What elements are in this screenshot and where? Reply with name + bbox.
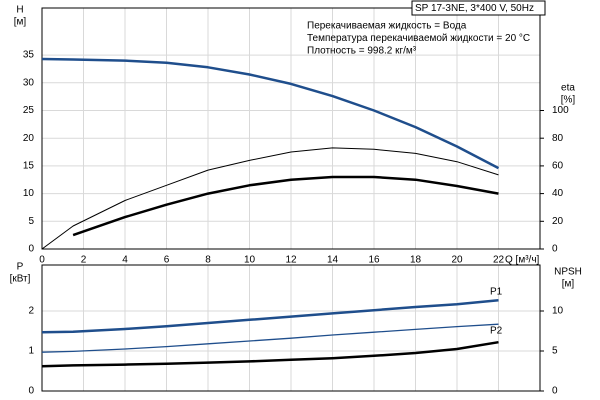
- x-tick-label: 6: [164, 255, 170, 266]
- y2-tick-label: 60: [552, 161, 564, 172]
- curve: [41, 147, 499, 250]
- y2-tick-label: 40: [552, 188, 564, 199]
- x-axis-label: Q [м³/ч]: [505, 255, 540, 266]
- annotation: P2: [490, 326, 503, 337]
- x-tick-label: 14: [327, 255, 339, 266]
- y2-axis-label: NPSH: [554, 267, 582, 278]
- y2-axis-label: eta: [561, 83, 575, 94]
- curve: [41, 57, 500, 170]
- annotation: P1: [490, 287, 503, 298]
- curve: [41, 298, 499, 334]
- y2-axis-label: [%]: [561, 95, 576, 106]
- title-box: [411, 0, 546, 16]
- plot-frame: [41, 7, 541, 250]
- x-tick-label: 22: [493, 255, 505, 266]
- y2-tick-label: 100: [552, 105, 569, 116]
- x-tick-label: 0: [39, 255, 45, 266]
- x-tick-label: 4: [122, 255, 128, 266]
- y2-tick-label: 20: [552, 216, 564, 227]
- x-tick-label: 18: [410, 255, 422, 266]
- x-tick-label: 2: [81, 255, 87, 266]
- note: Плотность = 998.2 кг/м³: [307, 46, 417, 57]
- y-tick-label: 10: [23, 188, 35, 199]
- x-tick-label: 20: [451, 255, 463, 266]
- x-tick-label: 8: [205, 255, 211, 266]
- x-tick-label: 12: [285, 255, 297, 266]
- y2-axis-label: [м]: [562, 279, 575, 290]
- curve: [41, 340, 499, 368]
- y-axis-label: P: [17, 262, 24, 273]
- y2-tick-label: 10: [552, 306, 564, 317]
- y2-tick-label: 5: [552, 346, 558, 357]
- plot-frame: [41, 264, 541, 392]
- note: Перекачиваемая жидкость = Вода: [307, 21, 467, 32]
- y-tick-label: 15: [23, 161, 35, 172]
- x-tick-label: 16: [368, 255, 380, 266]
- y-tick-label: 0: [28, 244, 34, 255]
- curve: [41, 323, 499, 353]
- y-tick-label: 1: [28, 346, 34, 357]
- y-tick-label: 35: [23, 50, 35, 61]
- y2-tick-label: 0: [552, 386, 558, 397]
- y-axis-label: [м]: [14, 17, 27, 28]
- y-tick-label: 5: [28, 216, 34, 227]
- y2-tick-label: 0: [552, 244, 558, 255]
- curve: [72, 175, 499, 237]
- y-tick-label: 0: [28, 386, 34, 397]
- y-tick-label: 20: [23, 133, 35, 144]
- y-tick-label: 30: [23, 77, 35, 88]
- note: Температура перекачиваемой жидкости = 20…: [307, 33, 530, 44]
- y-axis-label: [кВт]: [10, 274, 31, 285]
- y-tick-label: 2: [28, 306, 34, 317]
- y2-tick-label: 80: [552, 133, 564, 144]
- y-tick-label: 25: [23, 105, 35, 116]
- y-axis-label: H: [16, 5, 23, 16]
- chart-title: SP 17-3NE, 3*400 V, 50Hz: [415, 3, 534, 14]
- x-tick-label: 10: [244, 255, 256, 266]
